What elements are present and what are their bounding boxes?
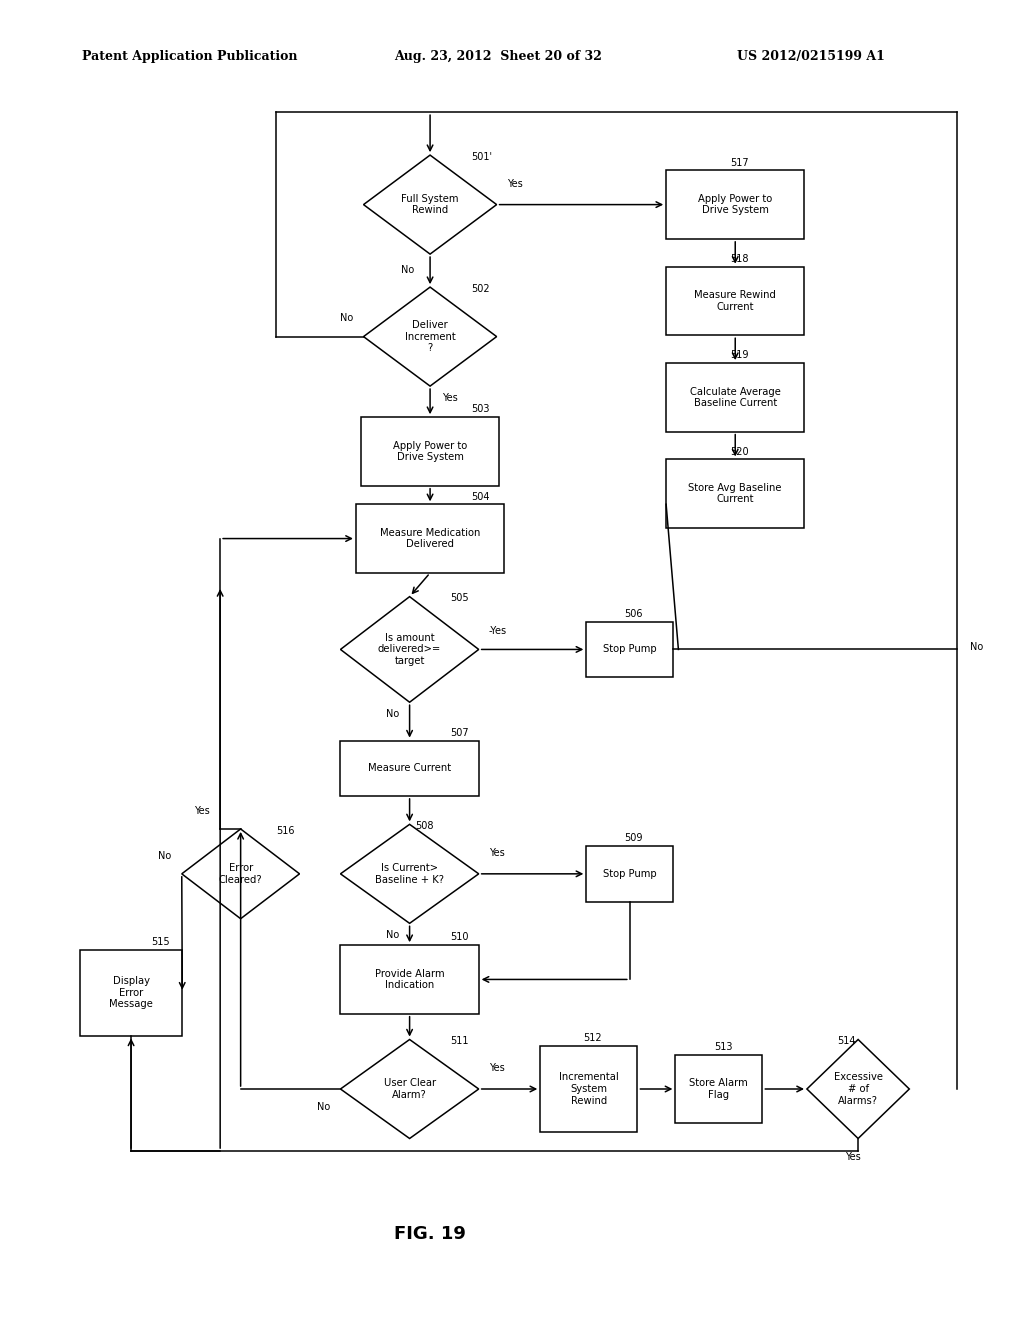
Text: User Clear
Alarm?: User Clear Alarm? — [384, 1078, 435, 1100]
Text: Excessive
# of
Alarms?: Excessive # of Alarms? — [834, 1072, 883, 1106]
FancyBboxPatch shape — [80, 950, 182, 1035]
Text: Full System
Rewind: Full System Rewind — [401, 194, 459, 215]
Text: Error
Cleared?: Error Cleared? — [219, 863, 262, 884]
Text: Apply Power to
Drive System: Apply Power to Drive System — [698, 194, 772, 215]
Text: Incremental
System
Rewind: Incremental System Rewind — [559, 1072, 618, 1106]
Text: Measure Medication
Delivered: Measure Medication Delivered — [380, 528, 480, 549]
Text: 510: 510 — [451, 932, 469, 942]
Text: 512: 512 — [584, 1034, 602, 1043]
FancyBboxPatch shape — [586, 622, 674, 677]
Text: Yes: Yes — [489, 1063, 505, 1073]
Text: Display
Error
Message: Display Error Message — [110, 975, 153, 1010]
Text: Aug. 23, 2012  Sheet 20 of 32: Aug. 23, 2012 Sheet 20 of 32 — [394, 50, 602, 63]
Text: 515: 515 — [152, 937, 170, 948]
Text: 506: 506 — [625, 609, 643, 619]
Text: No: No — [317, 1102, 330, 1113]
Text: 518: 518 — [730, 253, 749, 264]
Text: Deliver
Increment
?: Deliver Increment ? — [404, 319, 456, 354]
FancyBboxPatch shape — [676, 1055, 762, 1123]
FancyBboxPatch shape — [666, 459, 805, 528]
FancyBboxPatch shape — [666, 170, 805, 239]
Text: No: No — [386, 709, 399, 719]
Text: US 2012/0215199 A1: US 2012/0215199 A1 — [737, 50, 885, 63]
Text: Measure Rewind
Current: Measure Rewind Current — [694, 290, 776, 312]
Text: 520: 520 — [730, 446, 749, 457]
Text: 505: 505 — [451, 593, 469, 603]
Text: Apply Power to
Drive System: Apply Power to Drive System — [393, 441, 467, 462]
Text: 501': 501' — [471, 152, 493, 162]
FancyBboxPatch shape — [356, 504, 504, 573]
Text: Patent Application Publication: Patent Application Publication — [82, 50, 297, 63]
Text: 519: 519 — [730, 350, 749, 360]
Text: 516: 516 — [276, 825, 295, 836]
FancyBboxPatch shape — [340, 945, 479, 1014]
Polygon shape — [364, 156, 497, 253]
Text: Yes: Yes — [489, 847, 505, 858]
Polygon shape — [340, 597, 479, 702]
FancyBboxPatch shape — [340, 741, 479, 796]
Text: Yes: Yes — [195, 805, 210, 816]
Polygon shape — [807, 1040, 909, 1138]
Text: No: No — [401, 264, 415, 275]
Text: Stop Pump: Stop Pump — [603, 869, 656, 879]
Text: Store Avg Baseline
Current: Store Avg Baseline Current — [688, 483, 782, 504]
Text: Yes: Yes — [507, 178, 522, 189]
Text: Calculate Average
Baseline Current: Calculate Average Baseline Current — [690, 387, 780, 408]
Text: 513: 513 — [714, 1041, 732, 1052]
Polygon shape — [340, 1040, 479, 1138]
Text: 503: 503 — [471, 404, 489, 414]
Text: Is amount
delivered>=
target: Is amount delivered>= target — [378, 632, 441, 667]
FancyBboxPatch shape — [360, 417, 500, 486]
Text: 507: 507 — [451, 727, 469, 738]
Polygon shape — [182, 829, 299, 919]
FancyBboxPatch shape — [666, 267, 805, 335]
FancyBboxPatch shape — [541, 1045, 637, 1133]
Text: No: No — [340, 313, 353, 323]
Polygon shape — [364, 288, 497, 385]
Text: Provide Alarm
Indication: Provide Alarm Indication — [375, 969, 444, 990]
Text: 514: 514 — [838, 1036, 856, 1045]
Text: 517: 517 — [730, 157, 749, 168]
Text: No: No — [970, 642, 983, 652]
Text: 504: 504 — [471, 491, 489, 502]
Polygon shape — [340, 824, 479, 924]
Text: Measure Current: Measure Current — [368, 763, 452, 774]
Text: 502: 502 — [471, 284, 489, 294]
Text: 508: 508 — [415, 821, 433, 832]
Text: -Yes: -Yes — [489, 626, 507, 636]
FancyBboxPatch shape — [586, 846, 674, 902]
Text: Yes: Yes — [845, 1151, 861, 1162]
Text: No: No — [159, 850, 171, 861]
FancyBboxPatch shape — [666, 363, 805, 432]
Text: Yes: Yes — [442, 393, 458, 403]
Text: Is Current>
Baseline + K?: Is Current> Baseline + K? — [375, 863, 444, 884]
Text: Stop Pump: Stop Pump — [603, 644, 656, 655]
Text: 511: 511 — [451, 1036, 469, 1045]
Text: FIG. 19: FIG. 19 — [394, 1225, 466, 1243]
Text: 509: 509 — [625, 833, 643, 843]
Text: Store Alarm
Flag: Store Alarm Flag — [689, 1078, 749, 1100]
Text: No: No — [386, 929, 399, 940]
